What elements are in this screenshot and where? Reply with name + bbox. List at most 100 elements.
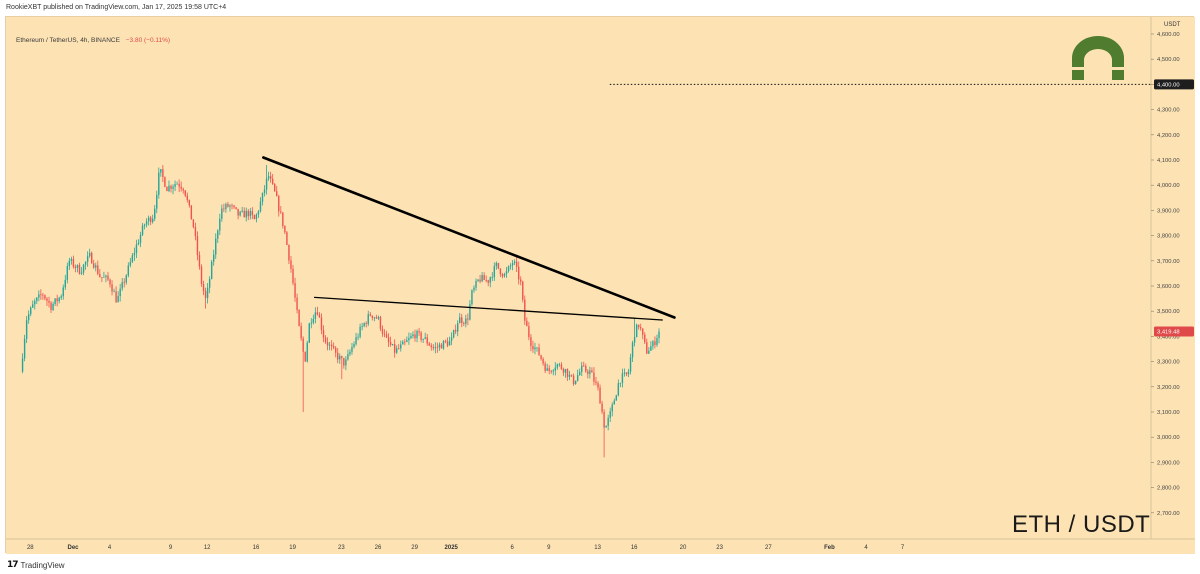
candle-body [54,298,56,304]
candle-body [426,337,428,344]
candle-body [46,298,48,301]
candle-body [414,334,416,339]
candle-body [566,369,569,377]
candle-body [25,320,28,339]
publish-info: RookieXBT published on TradingView.com, … [6,4,227,11]
candle-body [133,253,136,256]
candle-body [296,297,298,311]
candle-body [520,279,522,282]
candle-body [174,184,176,187]
candle-body [389,342,392,346]
candle-body [351,347,353,352]
candle-body [646,342,648,354]
candle-body [190,205,193,220]
candle-body [32,304,34,308]
candle-body [99,273,101,278]
candle-body [601,403,603,412]
candle-body [265,178,268,190]
time-axis[interactable] [6,539,1151,554]
candle-body [581,365,583,373]
candle-body [339,355,341,360]
candle-body [139,234,142,243]
time-tick-label: Dec [67,545,79,551]
time-tick-label: 6 [511,545,515,551]
price-tick-label: 4,600.00 [1157,32,1180,38]
candle-body [251,211,254,216]
candle-body [121,282,123,289]
candle-body [509,265,512,267]
candle-body [631,342,634,358]
candle-body [625,372,628,375]
candles[interactable] [21,165,660,458]
price-axis[interactable] [1151,17,1195,554]
candle-body [570,374,573,376]
candle-body [109,279,111,285]
candle-body [107,275,109,280]
candle-body [64,279,66,288]
candle-body [469,304,471,320]
candle-body [560,364,563,369]
candle-body [135,244,138,254]
candle-body [341,355,343,358]
candle-body [239,211,241,216]
candle-body [487,280,489,283]
candle-body [578,372,581,376]
candle-body [72,258,75,267]
candle-body [558,364,561,366]
price-tick-label: 3,900.00 [1157,208,1180,214]
time-tick-label: 27 [765,545,772,551]
candle-body [62,287,64,297]
candle-body [113,291,115,293]
candle-body [491,277,493,278]
chart-area[interactable]: USDT 4,600.00 4,500.00 4,400.00 4,300.00 4,20… [5,16,1195,554]
candle-body [223,208,225,210]
candle-body [532,346,534,350]
candle-body [263,189,266,193]
candle-body [82,264,85,273]
candle-body [410,336,412,338]
candle-body [658,331,660,338]
price-tick-label: 3,300.00 [1157,360,1180,366]
candle-body [80,272,83,274]
candle-body [473,287,475,291]
candle-body [637,324,640,328]
descending-resistance-trendline[interactable] [262,156,676,319]
time-tick-label: Feb [824,545,835,551]
candle-body [546,368,548,371]
candle-body [320,317,323,330]
candle-body [564,369,567,373]
candle-body [111,284,113,292]
candle-body [276,191,278,197]
candle-body [86,256,89,262]
candle-body [52,303,54,310]
price-chart[interactable]: USDT 4,600.00 4,500.00 4,400.00 4,300.00 4,20… [6,17,1195,554]
time-tick-label: 26 [375,545,382,551]
candle-body [332,346,335,348]
candle-body [298,310,300,327]
price-tick-label: 4,100.00 [1157,158,1180,164]
candle-body [21,358,24,372]
candle-body [202,283,205,292]
candle-body [74,266,77,268]
candle-body [154,208,156,219]
candle-body [381,328,384,334]
candle-body [432,347,435,349]
candle-body [383,333,386,335]
candle-body [286,232,288,245]
neckline-trendline[interactable] [313,296,663,321]
candle-body [127,265,130,276]
candle-body [141,225,144,235]
candle-body [215,238,217,255]
candle-body [184,190,186,196]
candle-body [304,351,306,362]
candle-body [493,266,496,278]
candle-body [125,275,127,283]
candle-body [568,374,571,377]
candle-body [143,224,146,226]
candle-body [27,314,30,321]
tradingview-brand[interactable]: 17 TradingView [7,560,65,570]
candle-body [642,328,644,335]
candle-body [652,341,654,347]
time-tick-label: 12 [204,545,211,551]
candle-body [162,169,164,178]
